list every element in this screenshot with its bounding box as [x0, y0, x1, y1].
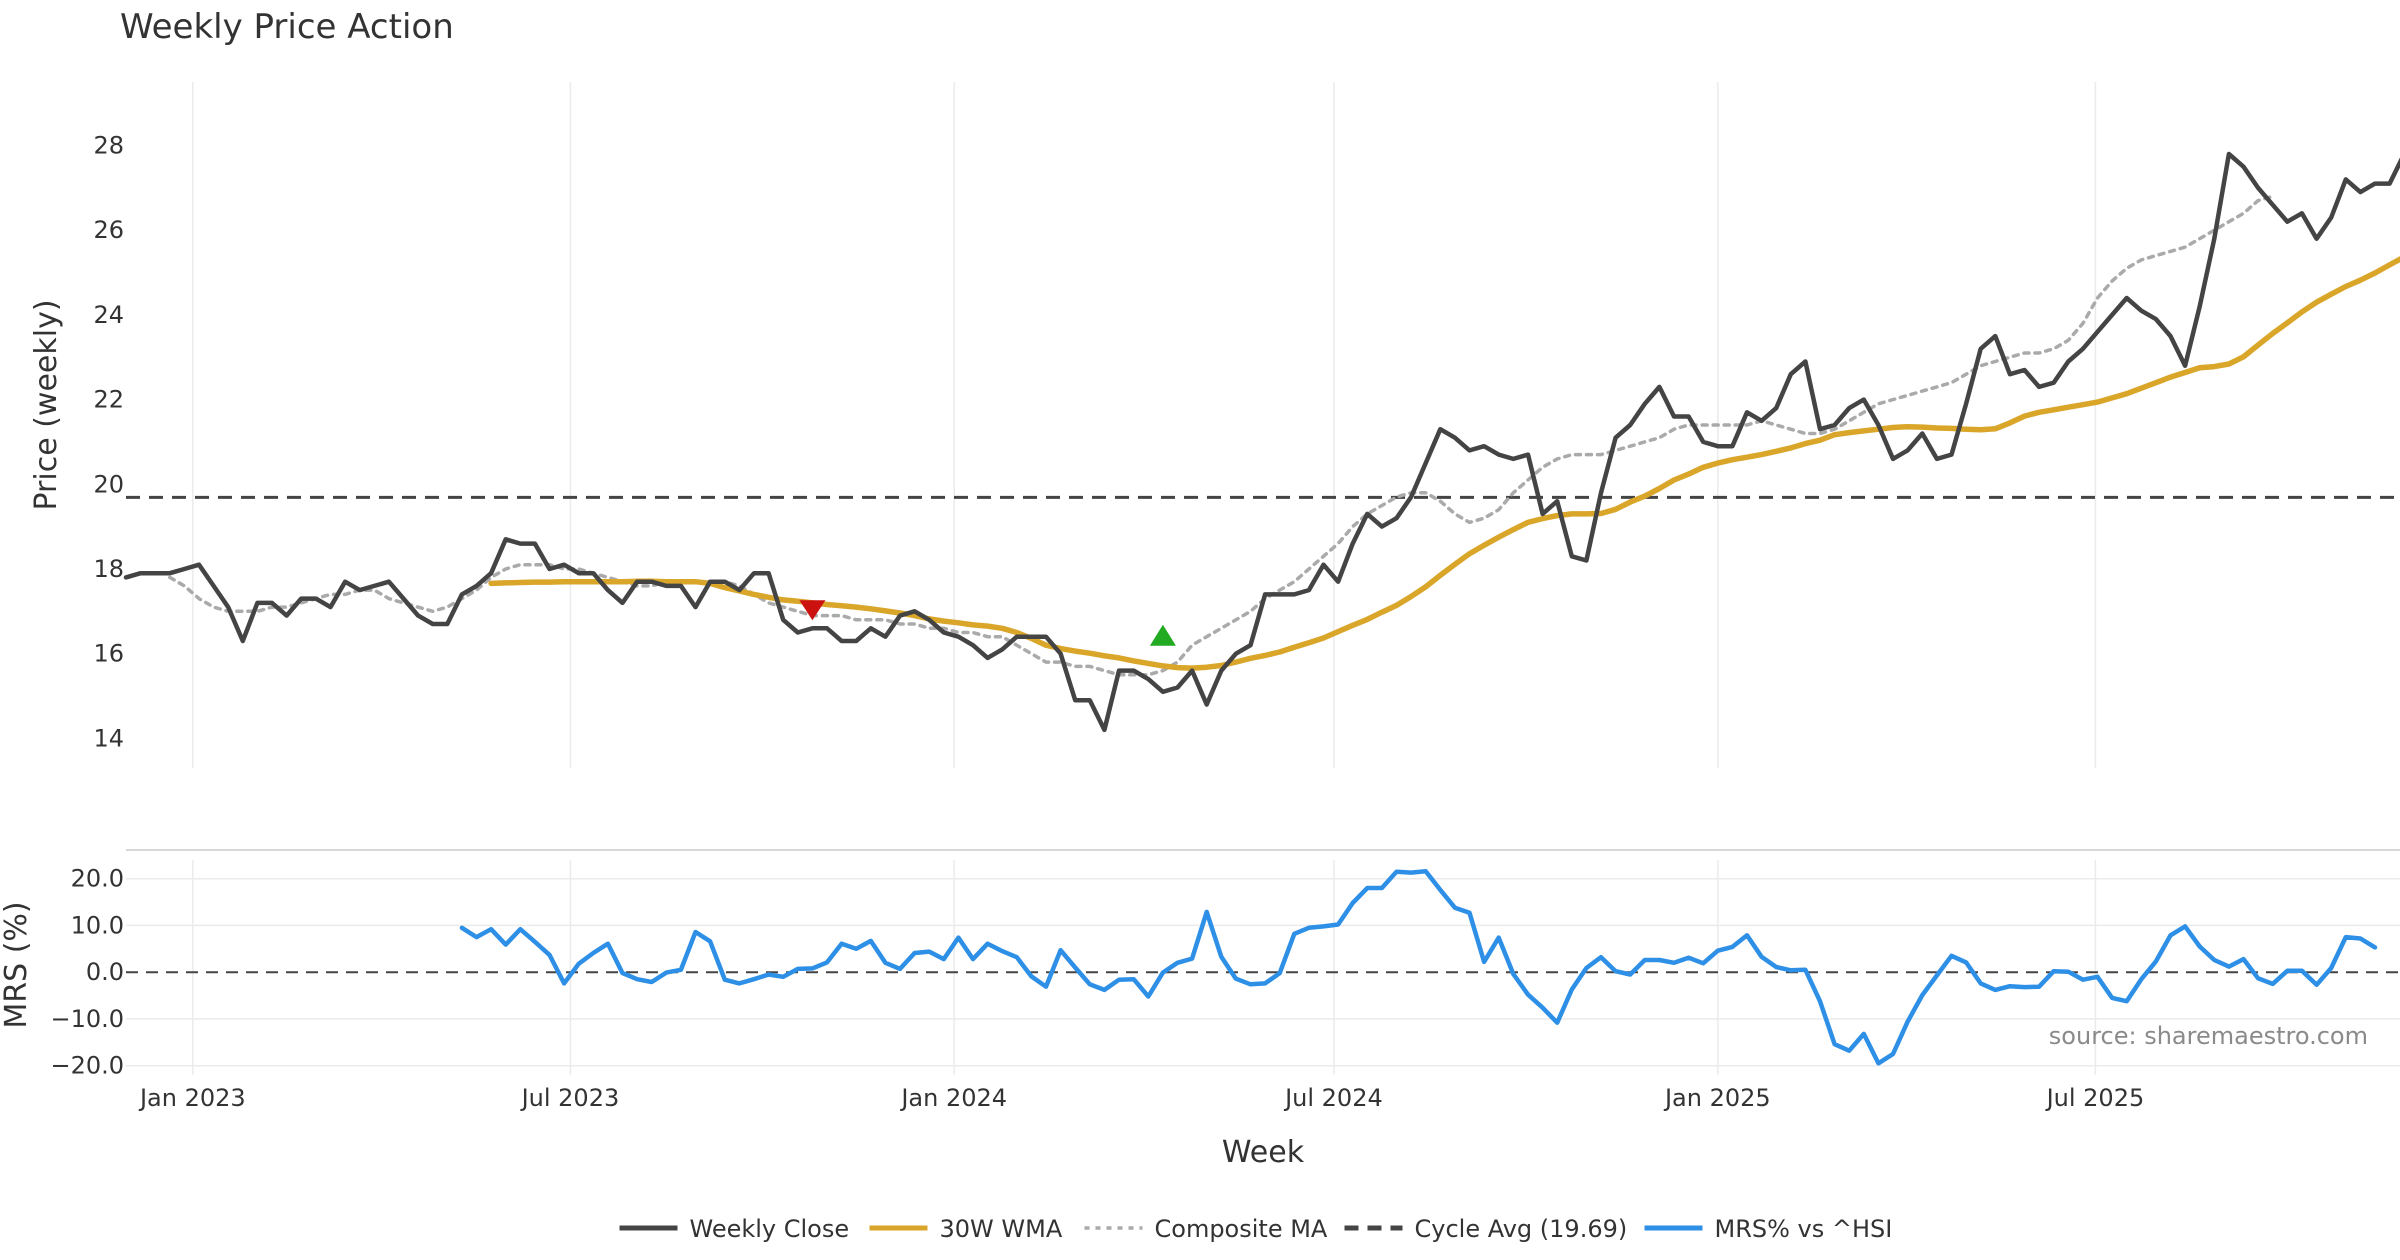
legend-item: MRS% vs ^HSI [1644, 1215, 1893, 1243]
legend-item: Cycle Avg (19.69) [1344, 1215, 1628, 1243]
legend-label: Composite MA [1155, 1215, 1328, 1243]
price-y-tick-label: 16 [93, 640, 124, 668]
mrs-y-tick-label: −20.0 [50, 1052, 124, 1080]
price-y-tick-label: 14 [93, 724, 124, 752]
chart-title: Weekly Price Action [120, 7, 454, 47]
x-ticks: Jan 2023 Jul 2023 Jan 2024 Jul 2024 Jan 2025… [138, 1084, 2144, 1112]
mrs-y-tick-label: −10.0 [50, 1005, 124, 1033]
legend: Weekly Close 30W WMA Composite MA Cycle Avg… [619, 1215, 1893, 1243]
legend-item: 30W WMA [869, 1215, 1063, 1243]
x-tick-label: Jul 2024 [1283, 1084, 1383, 1112]
x-tick-label: Jan 2024 [899, 1084, 1007, 1112]
x-tick-label: Jul 2025 [2045, 1084, 2145, 1112]
price-y-tick-label: 22 [93, 386, 124, 414]
signal-markers [799, 600, 1176, 646]
mrs-y-axis-label: MRS (%) [0, 901, 34, 1028]
legend-label: Weekly Close [690, 1215, 850, 1243]
legend-label: Cycle Avg (19.69) [1415, 1215, 1628, 1243]
legend-label: 30W WMA [940, 1215, 1063, 1243]
mrs-line [459, 868, 2378, 1066]
x-tick-label: Jan 2023 [138, 1084, 246, 1112]
legend-label: MRS% vs ^HSI [1715, 1215, 1893, 1243]
x-tick-label: Jan 2025 [1663, 1084, 1771, 1112]
price-y-tick-label: 28 [93, 132, 124, 160]
sell-signal-marker [799, 600, 826, 621]
buy-signal-marker [1149, 624, 1176, 646]
source-credit: source: sharemaestro.com [2049, 1022, 2368, 1050]
price-y-tick-label: 24 [93, 301, 124, 329]
mrs-gridlines [126, 860, 2400, 1075]
mrs-series [459, 868, 2378, 1066]
mrs-y-tick-label: 0.0 [86, 958, 124, 986]
price-y-ticks: 14 16 18 20 22 24 26 28 [93, 132, 124, 753]
legend-item: Weekly Close [619, 1215, 850, 1243]
legend-item: Composite MA [1084, 1215, 1328, 1243]
mrs-y-tick-label: 20.0 [71, 865, 124, 893]
x-axis-label: Week [1222, 1135, 1305, 1170]
mrs-y-ticks: 20.0 10.0 0.0 −20.0 −10.0 [50, 865, 124, 1080]
price-series [123, 151, 2400, 733]
composite-ma-line [168, 194, 2275, 677]
price-y-tick-label: 20 [93, 470, 124, 498]
price-panel: 14 16 18 20 22 24 26 28 Price (weekly) [29, 82, 2400, 768]
price-y-axis-label: Price (weekly) [29, 299, 64, 510]
price-y-tick-label: 26 [93, 216, 124, 244]
weekly-close-line [123, 151, 2400, 733]
price-y-tick-label: 18 [93, 555, 124, 583]
mrs-y-tick-label: 10.0 [71, 911, 124, 939]
mrs-panel: 20.0 10.0 0.0 −20.0 −10.0 MRS (%) source: sh… [0, 860, 2400, 1080]
x-tick-label: Jul 2023 [520, 1084, 620, 1112]
